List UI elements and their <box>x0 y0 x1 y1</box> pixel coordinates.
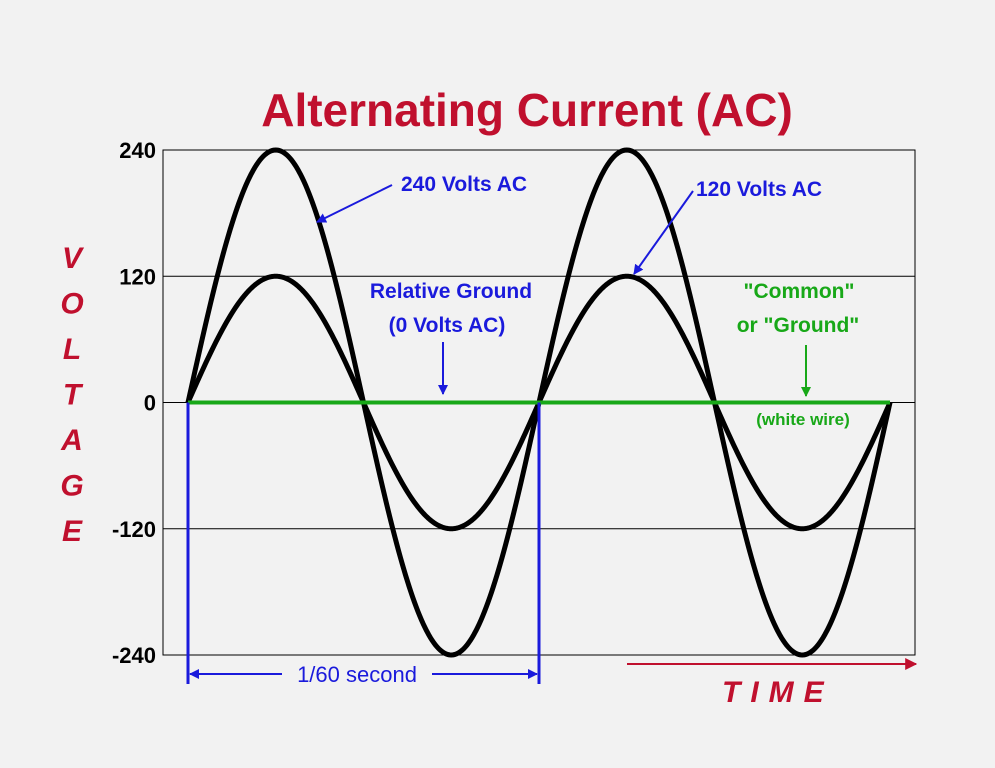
y-tick-label: 240 <box>119 138 156 163</box>
y-tick-label: -120 <box>112 517 156 542</box>
y-axis-label-letter: O <box>60 288 83 321</box>
annotation-120-arrow <box>633 190 694 275</box>
y-tick-label: -240 <box>112 643 156 668</box>
chart-title: Alternating Current (AC) <box>261 84 793 136</box>
y-axis-label-letter: T <box>63 379 84 412</box>
x-axis-label: TIME <box>722 676 834 709</box>
annotation-or-ground: or "Ground" <box>737 314 860 337</box>
y-tick-label: 120 <box>119 264 156 289</box>
y-tick-labels: 240 120 0 -120 -240 <box>112 138 156 668</box>
y-axis-label-letter: L <box>63 333 81 366</box>
annotation-240-volts: 240 Volts AC <box>401 173 527 196</box>
y-tick-label: 0 <box>144 391 156 416</box>
annotation-120-volts: 120 Volts AC <box>696 178 822 201</box>
y-axis-label-letter: A <box>60 424 83 457</box>
y-axis-label-letter: V <box>62 242 85 275</box>
y-axis-label-letter: G <box>60 470 83 503</box>
y-axis-label-letter: E <box>62 515 83 548</box>
annotation-240-arrow <box>316 184 393 223</box>
annotation-white-wire: (white wire) <box>756 410 850 429</box>
annotation-zero-volts: (0 Volts AC) <box>389 314 506 337</box>
annotation-common: "Common" <box>744 280 855 303</box>
annotation-relative-ground: Relative Ground <box>370 280 532 303</box>
period-label: 1/60 second <box>297 662 417 687</box>
